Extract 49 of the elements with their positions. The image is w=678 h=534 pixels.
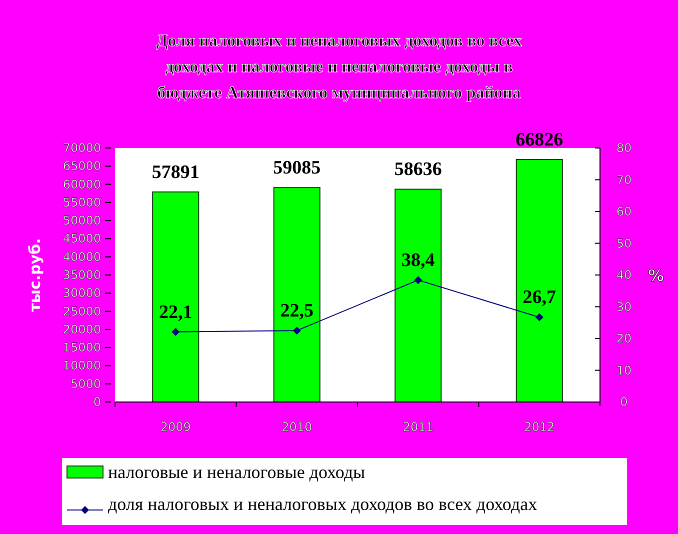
y2-tick-label: 70 xyxy=(616,172,632,187)
y-tick-label: 50000 xyxy=(62,214,101,228)
y-tick-label: 0 xyxy=(93,395,101,409)
legend-label: доля налоговых и неналоговых доходов во всех доходах xyxy=(108,494,538,514)
data-label: 66826 xyxy=(516,130,564,151)
y-tick-label: 70000 xyxy=(62,141,101,155)
x-tick-label: 2009 xyxy=(160,420,191,434)
y-tick-label: 15000 xyxy=(62,340,101,355)
point xyxy=(172,328,180,336)
y-axis-title: тыс.руб. xyxy=(26,238,44,312)
y-tick-label: 40000 xyxy=(62,250,101,264)
y2-tick-label: 20 xyxy=(616,332,632,346)
data-label: 26,7 xyxy=(522,287,556,308)
y2-tick-label: 60 xyxy=(616,204,632,218)
bar xyxy=(152,191,200,402)
y-tick-label: 65000 xyxy=(62,159,101,174)
point xyxy=(414,276,422,284)
y2-tick-label: 50 xyxy=(616,236,632,250)
y2-tick-label: 30 xyxy=(616,300,632,314)
y-tick-label: 10000 xyxy=(62,358,101,373)
y-tick-label: 55000 xyxy=(62,195,101,210)
y-tick-label: 20000 xyxy=(62,322,101,336)
y-tick-label: 5000 xyxy=(70,376,101,391)
data-label: 38,4 xyxy=(402,250,436,272)
data-label: 22,5 xyxy=(280,300,314,322)
point xyxy=(292,326,301,335)
legend-label: налоговые и неналоговые доходы xyxy=(108,462,366,482)
y-tick-label: 25000 xyxy=(62,304,101,318)
bar xyxy=(516,159,563,402)
y-tick-label: 45000 xyxy=(62,232,101,246)
bar xyxy=(273,187,320,402)
data-label: 57891 xyxy=(152,162,200,183)
y2-tick-label: 80 xyxy=(616,141,632,155)
y2-tick-label: 0 xyxy=(620,395,628,409)
y-tick-label: 30000 xyxy=(62,286,101,300)
y-tick-label: 35000 xyxy=(62,268,101,282)
y-tick-label: 60000 xyxy=(62,177,101,192)
y2-tick-label: 40 xyxy=(616,268,632,282)
point xyxy=(535,313,544,322)
x-tick-label: 2012 xyxy=(524,420,555,434)
x-tick-label: 2011 xyxy=(402,420,434,434)
y2-axis-title: % xyxy=(648,266,664,285)
bar xyxy=(394,188,442,402)
data-label: 58636 xyxy=(394,159,442,180)
data-label: 59085 xyxy=(273,158,321,179)
data-label: 22,1 xyxy=(159,302,192,323)
x-tick-label: 2010 xyxy=(282,420,312,434)
chart-title: Доля налоговых и неналоговых доходов во всех доходах и налоговые и неналоговые доходы в бюджете Атяшевского муниципального района xyxy=(156,31,522,102)
y2-tick-label: 10 xyxy=(616,363,632,378)
